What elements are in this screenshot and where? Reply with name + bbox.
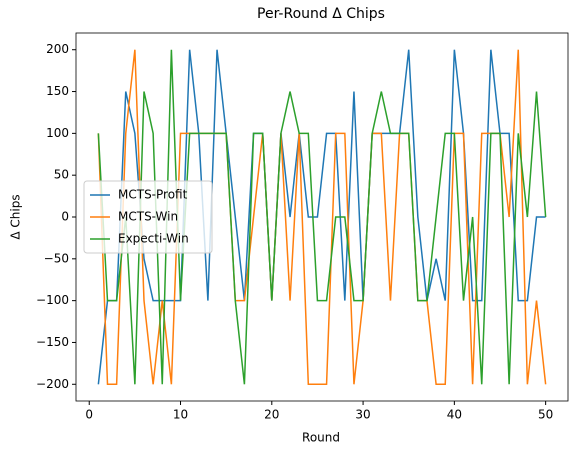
y-tick-label: −150 xyxy=(36,335,69,349)
x-tick-label: 40 xyxy=(447,408,462,422)
x-tick-label: 50 xyxy=(538,408,553,422)
series-line xyxy=(97,49,547,385)
legend-label: MCTS-Win xyxy=(118,210,178,224)
y-tick-label: 150 xyxy=(46,84,69,98)
x-tick-label: 0 xyxy=(85,408,93,422)
chart-title: Per-Round Δ Chips xyxy=(257,6,385,22)
legend-label: MCTS-Profit xyxy=(118,188,188,202)
series-line xyxy=(97,49,547,386)
x-axis-label: Round xyxy=(302,431,340,445)
plot-frame xyxy=(75,32,569,402)
x-tick-label: 10 xyxy=(173,408,188,422)
y-tick-label: −50 xyxy=(44,251,69,265)
x-tick-label: 20 xyxy=(264,408,279,422)
y-axis-label: Δ Chips xyxy=(9,194,23,239)
y-tick-label: −200 xyxy=(36,377,69,391)
y-tick-label: 200 xyxy=(46,42,69,56)
y-tick-label: 50 xyxy=(54,168,69,182)
legend-box xyxy=(83,180,213,254)
y-tick-label: 100 xyxy=(46,126,69,140)
y-tick-label: 0 xyxy=(61,210,69,224)
legend-label: Expecti-Win xyxy=(118,232,189,246)
x-tick-label: 30 xyxy=(355,408,370,422)
series-line xyxy=(97,49,546,385)
y-tick-label: −100 xyxy=(36,293,69,307)
